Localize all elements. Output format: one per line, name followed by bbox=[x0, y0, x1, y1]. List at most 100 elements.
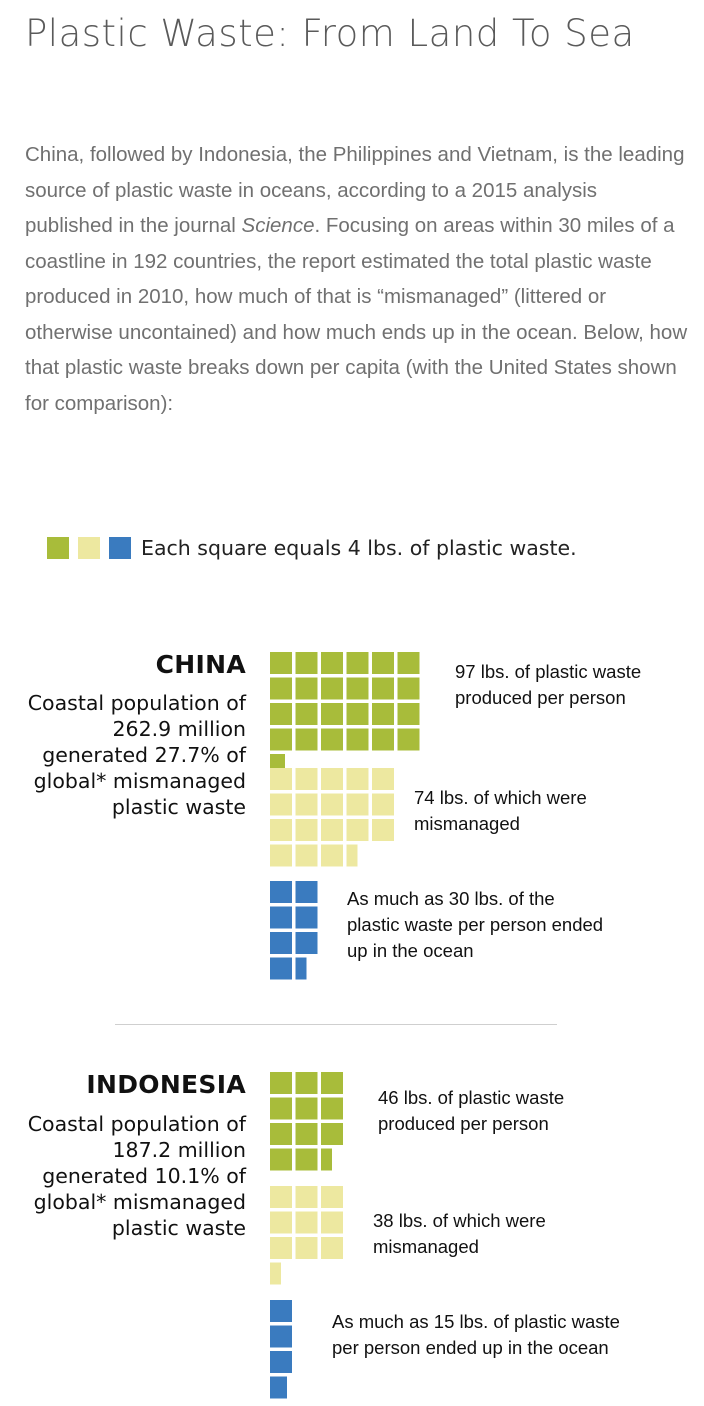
waffle-square-china-produced bbox=[372, 677, 394, 700]
waffle-square-indonesia-mismanaged bbox=[270, 1237, 292, 1259]
waffle-indonesia-ocean bbox=[270, 1300, 292, 1399]
page-title: Plastic Waste: From Land To Sea bbox=[25, 12, 635, 55]
waffle-square-indonesia-mismanaged bbox=[321, 1186, 343, 1208]
waffle-square-china-produced bbox=[397, 652, 420, 674]
waffle-square-indonesia-mismanaged bbox=[321, 1237, 343, 1259]
waffle-china-produced bbox=[270, 652, 420, 769]
waffle-square-china-produced bbox=[321, 728, 343, 751]
waffle-square-indonesia-produced bbox=[270, 1148, 292, 1171]
country-name-china: CHINA bbox=[155, 650, 246, 679]
annotation-indonesia-ocean: As much as 15 lbs. of plastic waste per … bbox=[332, 1311, 620, 1358]
waffle-square-china-ocean bbox=[295, 932, 318, 954]
waffle-square-china-produced bbox=[270, 754, 285, 769]
waffle-china-mismanaged bbox=[270, 768, 394, 867]
waffle-square-china-mismanaged bbox=[270, 844, 292, 867]
waffle-square-china-mismanaged bbox=[321, 793, 343, 816]
waffle-square-indonesia-produced bbox=[295, 1148, 318, 1171]
waffle-square-indonesia-produced bbox=[270, 1097, 292, 1120]
waffle-square-china-produced bbox=[321, 703, 343, 725]
waffle-square-indonesia-produced bbox=[295, 1097, 318, 1120]
waffle-square-china-mismanaged bbox=[346, 819, 369, 841]
waffle-square-china-mismanaged bbox=[270, 819, 292, 841]
intro-paragraph: China, followed by Indonesia, the Philip… bbox=[25, 137, 690, 421]
section-divider bbox=[115, 1024, 557, 1025]
intro-text-start: China, followed by Indonesia, the Philip… bbox=[25, 143, 685, 237]
legend: Each square equals 4 lbs. of plastic was… bbox=[47, 535, 577, 561]
waffle-square-indonesia-ocean bbox=[270, 1376, 287, 1399]
waffle-square-china-ocean bbox=[270, 932, 292, 954]
waffle-square-china-ocean bbox=[270, 957, 292, 980]
waffle-china-ocean bbox=[270, 881, 318, 980]
waffle-square-china-produced bbox=[372, 703, 394, 725]
yellow-square-icon bbox=[78, 537, 100, 559]
journal-name: Science bbox=[241, 214, 315, 237]
waffle-square-indonesia-mismanaged bbox=[295, 1211, 318, 1234]
waffle-square-china-mismanaged bbox=[295, 768, 318, 790]
waffle-square-indonesia-ocean bbox=[270, 1351, 292, 1373]
waffle-square-china-mismanaged bbox=[270, 768, 292, 790]
waffle-square-indonesia-produced bbox=[295, 1072, 318, 1094]
waffle-square-china-produced bbox=[270, 677, 292, 700]
waffle-square-indonesia-produced bbox=[295, 1123, 318, 1145]
waffle-square-china-mismanaged bbox=[346, 844, 358, 867]
annotation-china-produced: 97 lbs. of plastic waste produced per pe… bbox=[455, 661, 642, 708]
waffle-indonesia-produced bbox=[270, 1072, 343, 1171]
annotation-china-ocean: As much as 30 lbs. of the plastic waste … bbox=[347, 888, 604, 961]
waffle-square-indonesia-ocean bbox=[270, 1300, 292, 1322]
waffle-square-china-produced bbox=[397, 728, 420, 751]
waffle-square-china-mismanaged bbox=[321, 844, 343, 867]
waffle-square-china-produced bbox=[397, 677, 420, 700]
waffle-square-indonesia-mismanaged bbox=[270, 1262, 281, 1285]
waffle-square-china-produced bbox=[346, 703, 369, 725]
waffle-square-china-mismanaged bbox=[295, 844, 318, 867]
country-name-indonesia: INDONESIA bbox=[86, 1070, 246, 1099]
waffle-square-indonesia-ocean bbox=[270, 1325, 292, 1348]
legend-label: Each square equals 4 lbs. of plastic was… bbox=[141, 536, 577, 560]
waffle-square-china-produced bbox=[346, 652, 369, 674]
waffle-square-china-produced bbox=[270, 652, 292, 674]
waffle-square-china-mismanaged bbox=[346, 768, 369, 790]
green-square-icon bbox=[47, 537, 69, 559]
waffle-square-china-produced bbox=[346, 677, 369, 700]
waffle-square-china-produced bbox=[270, 703, 292, 725]
waffle-square-indonesia-mismanaged bbox=[321, 1211, 343, 1234]
waffle-square-indonesia-produced bbox=[321, 1148, 332, 1171]
waffle-square-china-ocean bbox=[270, 906, 292, 929]
intro-text-end: . Focusing on areas within 30 miles of a… bbox=[25, 214, 688, 415]
waffle-indonesia-mismanaged bbox=[270, 1186, 343, 1285]
waffle-square-china-mismanaged bbox=[270, 793, 292, 816]
blue-square-icon bbox=[109, 537, 131, 559]
annotation-china-mismanaged: 74 lbs. of which were mismanaged bbox=[414, 787, 587, 834]
country-description-indonesia: Coastal population of 187.2 million gene… bbox=[27, 1112, 246, 1240]
waffle-square-china-mismanaged bbox=[346, 793, 369, 816]
waffle-square-china-produced bbox=[295, 703, 318, 725]
waffle-square-china-mismanaged bbox=[295, 793, 318, 816]
annotation-indonesia-produced: 46 lbs. of plastic waste produced per pe… bbox=[378, 1087, 565, 1134]
annotation-indonesia-mismanaged: 38 lbs. of which were mismanaged bbox=[373, 1210, 546, 1257]
waffle-square-china-produced bbox=[321, 677, 343, 700]
waffle-square-china-produced bbox=[270, 728, 292, 751]
waffle-square-indonesia-mismanaged bbox=[270, 1186, 292, 1208]
waffle-square-indonesia-mismanaged bbox=[270, 1211, 292, 1234]
waffle-square-china-mismanaged bbox=[372, 793, 394, 816]
waffle-square-china-mismanaged bbox=[372, 768, 394, 790]
waffle-square-indonesia-mismanaged bbox=[295, 1186, 318, 1208]
waffle-square-china-produced bbox=[321, 652, 343, 674]
waffle-square-china-ocean bbox=[295, 881, 318, 903]
waffle-square-china-ocean bbox=[295, 957, 307, 980]
waffle-square-china-produced bbox=[372, 652, 394, 674]
country-description-china: Coastal population of 262.9 million gene… bbox=[27, 691, 246, 819]
waffle-square-indonesia-produced bbox=[321, 1123, 343, 1145]
waffle-square-indonesia-produced bbox=[270, 1072, 292, 1094]
waffle-square-china-produced bbox=[295, 728, 318, 751]
waffle-square-china-produced bbox=[372, 728, 394, 751]
waffle-square-indonesia-produced bbox=[321, 1097, 343, 1120]
waffle-square-indonesia-produced bbox=[321, 1072, 343, 1094]
waffle-square-indonesia-produced bbox=[270, 1123, 292, 1145]
waffle-square-indonesia-mismanaged bbox=[295, 1237, 318, 1259]
waffle-square-china-produced bbox=[397, 703, 420, 725]
waffle-square-china-mismanaged bbox=[321, 768, 343, 790]
waffle-square-china-mismanaged bbox=[321, 819, 343, 841]
waffle-square-china-mismanaged bbox=[295, 819, 318, 841]
